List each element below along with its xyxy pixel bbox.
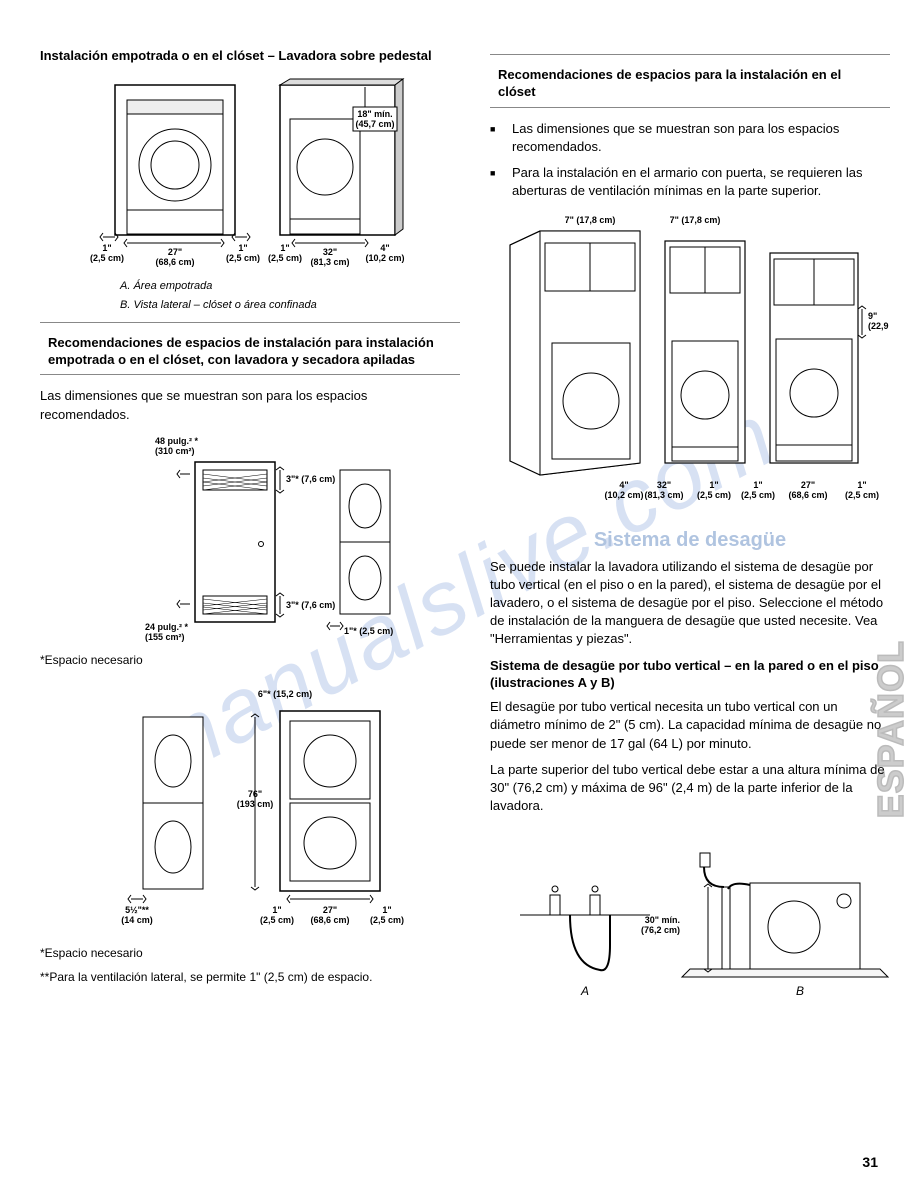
svg-text:32": 32" (323, 247, 337, 257)
section-title-pedestal: Instalación empotrada o en el clóset – L… (40, 48, 460, 65)
svg-text:76": 76" (248, 789, 262, 799)
figure-caption-a: A. Área empotrada (120, 279, 460, 294)
svg-text:(310 cm²): (310 cm²) (155, 446, 195, 456)
left-column: Instalación empotrada o en el clóset – L… (40, 48, 460, 1013)
svg-text:(193 cm): (193 cm) (237, 799, 274, 809)
closet-3d-icon (510, 231, 640, 475)
closet-front-tall-icon (770, 253, 858, 463)
svg-text:7" (17,8 cm): 7" (17,8 cm) (565, 215, 616, 225)
svg-text:(10,2 cm): (10,2 cm) (604, 490, 643, 500)
stacked-side-icon (143, 717, 203, 889)
figure-pedestal: 1" (2,5 cm) 27" (68,6 cm) 1" (2,5 cm) (40, 75, 460, 314)
figure-door-vents: 48 pulg.² * (310 cm²) (40, 434, 460, 644)
svg-text:(81,3 cm): (81,3 cm) (644, 490, 683, 500)
svg-text:1"* (2,5 cm): 1"* (2,5 cm) (344, 626, 393, 636)
drain-floor-icon (682, 853, 888, 977)
svg-text:A: A (580, 984, 589, 998)
divider (40, 374, 460, 375)
svg-text:(2,5 cm): (2,5 cm) (741, 490, 775, 500)
section-title-standpipe: Sistema de desagüe por tubo vertical – e… (490, 658, 890, 692)
closet-front-icon (665, 241, 745, 463)
bullet-list: Las dimensiones que se muestran son para… (490, 120, 890, 201)
section-heading-drainage: Sistema de desagüe (490, 529, 890, 552)
body-text: Las dimensiones que se muestran son para… (40, 387, 460, 423)
svg-text:(68,6 cm): (68,6 cm) (788, 490, 827, 500)
list-item: Para la instalación en el armario con pu… (512, 164, 890, 200)
svg-text:(2,5 cm): (2,5 cm) (370, 915, 404, 925)
svg-text:(2,5 cm): (2,5 cm) (268, 253, 302, 263)
washer-front-icon (115, 85, 235, 235)
svg-text:(68,6 cm): (68,6 cm) (310, 915, 349, 925)
footnote: *Espacio necesario (40, 945, 460, 962)
divider (490, 54, 890, 55)
section-title-stacked: Recomendaciones de espacios de instalaci… (40, 335, 460, 369)
svg-text:9": 9" (868, 311, 877, 321)
svg-text:(10,2 cm): (10,2 cm) (365, 253, 404, 263)
svg-text:4": 4" (380, 243, 389, 253)
svg-text:7" (17,8 cm): 7" (17,8 cm) (670, 215, 721, 225)
svg-text:1": 1" (709, 480, 718, 490)
svg-text:1": 1" (857, 480, 866, 490)
svg-text:24 pulg.² *: 24 pulg.² * (145, 622, 189, 632)
svg-text:1": 1" (102, 243, 111, 253)
page-number: 31 (862, 1154, 878, 1170)
body-text: Se puede instalar la lavadora utilizando… (490, 558, 890, 649)
svg-text:(2,5 cm): (2,5 cm) (845, 490, 879, 500)
drain-wall-icon (520, 886, 650, 970)
svg-text:1": 1" (382, 905, 391, 915)
divider (490, 107, 890, 108)
svg-text:3"* (7,6 cm): 3"* (7,6 cm) (286, 600, 335, 610)
svg-text:1": 1" (753, 480, 762, 490)
svg-text:(68,6 cm): (68,6 cm) (155, 257, 194, 267)
svg-text:(81,3 cm): (81,3 cm) (310, 257, 349, 267)
svg-text:1": 1" (272, 905, 281, 915)
svg-text:32": 32" (657, 480, 671, 490)
svg-text:(22,9 cm): (22,9 cm) (868, 321, 890, 331)
svg-text:3"* (7,6 cm): 3"* (7,6 cm) (286, 474, 335, 484)
stacked-front-icon (280, 711, 380, 891)
svg-text:(14 cm): (14 cm) (121, 915, 153, 925)
washer-side-icon (280, 79, 403, 235)
right-column: Recomendaciones de espacios para la inst… (490, 48, 890, 1013)
svg-text:(2,5 cm): (2,5 cm) (697, 490, 731, 500)
svg-text:48 pulg.² *: 48 pulg.² * (155, 436, 199, 446)
figure-stacked-front: 6"* (15,2 cm) (40, 687, 460, 937)
svg-text:(155 cm²): (155 cm²) (145, 632, 185, 642)
body-text: La parte superior del tubo vertical debe… (490, 761, 890, 816)
footnote: **Para la ventilación lateral, se permit… (40, 969, 460, 986)
svg-text:(45,7 cm): (45,7 cm) (355, 119, 394, 129)
svg-text:(2,5 cm): (2,5 cm) (226, 253, 260, 263)
svg-text:27": 27" (168, 247, 182, 257)
svg-text:(76,2 cm): (76,2 cm) (641, 925, 680, 935)
svg-text:5½"**: 5½"** (125, 905, 149, 915)
svg-text:1": 1" (238, 243, 247, 253)
svg-text:4": 4" (619, 480, 628, 490)
svg-text:B: B (796, 984, 804, 998)
section-title-closet: Recomendaciones de espacios para la inst… (490, 67, 890, 101)
list-item: Las dimensiones que se muestran son para… (512, 120, 890, 156)
svg-text:27": 27" (801, 480, 815, 490)
divider (40, 322, 460, 323)
stacked-side-icon (340, 470, 390, 614)
svg-text:1": 1" (280, 243, 289, 253)
figure-closet: 7" (17,8 cm) 7" (17,8 cm) (490, 213, 890, 513)
svg-text:6"* (15,2 cm): 6"* (15,2 cm) (258, 689, 312, 699)
svg-text:18" mín.: 18" mín. (357, 109, 392, 119)
figure-drain: A 30" mín. (490, 825, 890, 1005)
svg-text:(2,5 cm): (2,5 cm) (260, 915, 294, 925)
footnote: *Espacio necesario (40, 652, 460, 669)
svg-text:27": 27" (323, 905, 337, 915)
svg-text:30" mín.: 30" mín. (645, 915, 680, 925)
body-text: El desagüe por tubo vertical necesita un… (490, 698, 890, 753)
figure-caption-b: B. Vista lateral – clóset o área confina… (120, 298, 460, 313)
svg-text:(2,5 cm): (2,5 cm) (90, 253, 124, 263)
